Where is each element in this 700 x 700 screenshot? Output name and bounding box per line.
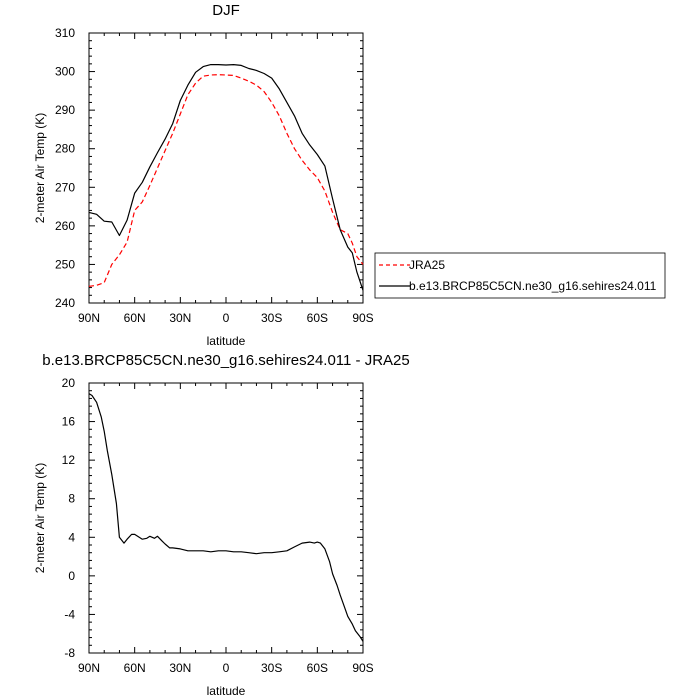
chart-bottom-frame bbox=[88, 382, 364, 654]
chart-top-title: DJF bbox=[212, 2, 240, 19]
y-tick-label: 260 bbox=[55, 219, 75, 233]
x-tick-label: 90S bbox=[352, 311, 373, 325]
y-tick-label: 0 bbox=[68, 569, 75, 583]
chart-bottom: b.e13.BRCP85C5CN.ne30_g16.sehires24.011 … bbox=[33, 352, 410, 698]
chart-top-ylabel: 2-meter Air Temp (K) bbox=[33, 113, 47, 223]
y-tick-label: -4 bbox=[64, 607, 75, 621]
chart-bottom-ticks: 90N 60N 30N 0 30S 60S 90S -8 -4 0 4 8 12 16 20 bbox=[62, 376, 374, 675]
y-tick-label: 280 bbox=[55, 142, 75, 156]
chart-bottom-lines bbox=[88, 393, 364, 642]
y-tick-label: 250 bbox=[55, 257, 75, 271]
y-tick-label: -8 bbox=[64, 646, 75, 660]
y-tick-label: 310 bbox=[55, 26, 75, 40]
y-tick-label: 300 bbox=[55, 65, 75, 79]
chart-bottom-title: b.e13.BRCP85C5CN.ne30_g16.sehires24.011 … bbox=[42, 352, 409, 369]
chart-top-ticks: 90N 60N 30N 0 30S 60S 90S 240 250 260 270 280 290 300… bbox=[55, 26, 374, 325]
legend-box bbox=[374, 252, 666, 299]
x-tick-label: 60N bbox=[124, 661, 146, 675]
x-tick-label: 0 bbox=[223, 661, 230, 675]
y-tick-label: 270 bbox=[55, 180, 75, 194]
chart-top-frame bbox=[88, 32, 364, 304]
chart-top-legend: JRA25 b.e13.BRCP85C5CN.ne30_g16.sehires2… bbox=[374, 252, 666, 299]
y-tick-label: 240 bbox=[55, 296, 75, 310]
y-tick-label: 20 bbox=[62, 376, 76, 390]
series-line-0 bbox=[88, 74, 364, 287]
legend-model-label: b.e13.BRCP85C5CN.ne30_g16.sehires24.011 bbox=[409, 279, 657, 293]
x-tick-label: 30S bbox=[261, 661, 282, 675]
chart-bottom-ylabel: 2-meter Air Temp (K) bbox=[33, 463, 47, 573]
y-tick-label: 290 bbox=[55, 103, 75, 117]
x-tick-label: 90N bbox=[78, 661, 100, 675]
x-tick-label: 60S bbox=[307, 311, 328, 325]
x-tick-label: 90S bbox=[352, 661, 373, 675]
series-line-0 bbox=[88, 393, 364, 642]
y-tick-label: 8 bbox=[68, 492, 75, 506]
y-tick-label: 12 bbox=[62, 453, 76, 467]
chart-top-xlabel: latitude bbox=[207, 334, 246, 348]
x-tick-label: 60S bbox=[307, 661, 328, 675]
series-line-1 bbox=[88, 63, 364, 291]
x-tick-label: 90N bbox=[78, 311, 100, 325]
x-tick-label: 30N bbox=[169, 311, 191, 325]
chart-top: DJF 90N 60N 30N 0 30S 60S 90S 240 250 260 270 280 29… bbox=[33, 2, 666, 348]
chart-bottom-xlabel: latitude bbox=[207, 684, 246, 698]
chart-top-lines bbox=[88, 63, 364, 291]
legend-jra25-label: JRA25 bbox=[409, 258, 445, 272]
x-tick-label: 0 bbox=[223, 311, 230, 325]
x-tick-label: 30S bbox=[261, 311, 282, 325]
x-tick-label: 30N bbox=[169, 661, 191, 675]
y-tick-label: 16 bbox=[62, 415, 76, 429]
y-tick-label: 4 bbox=[68, 530, 75, 544]
x-tick-label: 60N bbox=[124, 311, 146, 325]
